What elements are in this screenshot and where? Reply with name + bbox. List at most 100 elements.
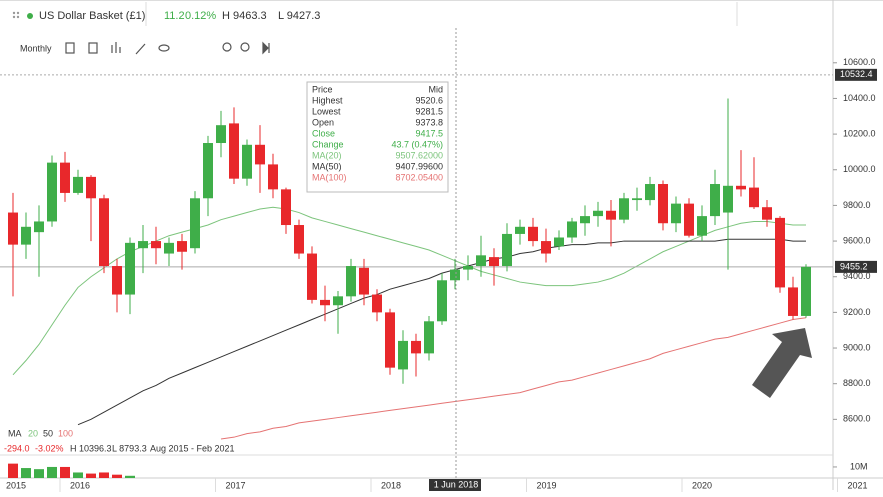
calendar-icon[interactable]: [88, 42, 98, 54]
info-ma-value: 9407.99600: [395, 161, 443, 171]
header-bar: [0, 0, 883, 28]
candle-body: [671, 203, 681, 224]
candle-body: [606, 210, 616, 220]
drag-handle[interactable]: [12, 11, 20, 19]
stat-change: -294.0: [4, 443, 30, 453]
candle-body: [801, 266, 811, 316]
info-label: Lowest: [312, 106, 341, 116]
candle-body: [112, 266, 122, 295]
info-value: 9281.5: [415, 106, 443, 116]
candle-body: [190, 198, 200, 249]
y-tick-label: 9000.0: [843, 342, 871, 352]
candle-body: [242, 144, 252, 179]
arrow-annotation: [752, 328, 812, 398]
market-status: [27, 13, 33, 19]
ma-legend-period: 100: [58, 428, 73, 438]
y-tick-label: 10000.0: [843, 164, 876, 174]
candle-body: [710, 184, 720, 217]
x-tick-label: 2017: [225, 480, 245, 490]
info-label: Open: [312, 117, 334, 127]
change-percent: 0.12%: [185, 10, 216, 22]
candle-body: [86, 176, 96, 199]
info-ma-label: MA(50): [312, 161, 342, 171]
candle-body: [164, 242, 174, 254]
candle-body: [489, 257, 499, 267]
indicators-icon[interactable]: [111, 42, 121, 53]
draw-icon[interactable]: [135, 43, 146, 55]
candle-body: [8, 212, 18, 245]
candle-body: [788, 287, 798, 316]
volume-tick-label: 10M: [850, 461, 868, 471]
volume-bar: [21, 468, 31, 478]
info-value: 43.7 (0.47%): [391, 139, 443, 149]
ma-legend-period: 50: [43, 428, 53, 438]
candle-body: [619, 198, 629, 220]
x-tick-label: 2021: [847, 480, 867, 490]
info-value: Mid: [428, 84, 443, 94]
info-ma-label: MA(100): [312, 172, 347, 182]
candle-body: [658, 184, 668, 224]
stat-high: H 10396.3: [70, 443, 112, 453]
candle-body: [411, 340, 421, 354]
interval-button[interactable]: Monthly: [20, 43, 52, 53]
ma-legend-label: MA: [8, 428, 22, 438]
crosshair-label: 1 Jun 2018: [434, 479, 479, 489]
candle-body: [697, 216, 707, 236]
info-ma-value: 9507.62000: [395, 150, 443, 160]
candle-body: [515, 226, 525, 234]
candle-body: [463, 266, 473, 270]
candle-body: [684, 203, 694, 236]
info-ma-value: 8702.05400: [395, 172, 443, 182]
y-tick-label: 10600.0: [843, 57, 876, 67]
instrument-title: US Dollar Basket (£1): [39, 10, 145, 22]
info-value: 9417.5: [415, 128, 443, 138]
x-tick-label: 2020: [692, 480, 712, 490]
zoom-in-icon[interactable]: [240, 42, 250, 52]
candle-body: [281, 189, 291, 226]
price-marker-box: [835, 260, 877, 273]
candle-body: [346, 266, 356, 297]
chart-type-icon[interactable]: [65, 42, 75, 54]
candle-body: [138, 241, 148, 249]
ma-legend-period: 20: [28, 428, 38, 438]
session-high: H 9463.3: [222, 10, 267, 22]
info-label: Change: [312, 139, 344, 149]
candle-body: [541, 241, 551, 254]
visibility-icon[interactable]: [158, 44, 170, 52]
candle-body: [21, 226, 31, 245]
candle-body: [385, 312, 395, 368]
candle-body: [736, 185, 746, 190]
candle-body: [177, 241, 187, 252]
y-tick-label: 8800.0: [843, 378, 871, 388]
candle-body: [229, 123, 239, 179]
candle-body: [775, 217, 785, 288]
candle-body: [476, 255, 486, 267]
candle-body: [320, 299, 330, 306]
candle-body: [294, 225, 304, 254]
x-tick-label: 2016: [70, 480, 90, 490]
volume-bar: [86, 473, 96, 478]
volume-bar: [8, 463, 18, 478]
candle-body: [333, 296, 343, 306]
y-tick-label: 9800.0: [843, 200, 871, 210]
y-tick-label: 10400.0: [843, 93, 876, 103]
price-marker-label: 9455.2: [840, 261, 868, 271]
x-tick-label: 2018: [381, 480, 401, 490]
x-tick-label: 2019: [536, 480, 556, 490]
zoom-out-icon[interactable]: [222, 42, 232, 52]
volume-bar: [112, 474, 122, 478]
candle-body: [73, 176, 83, 193]
candle-body: [567, 221, 577, 238]
candle-body: [60, 162, 70, 193]
info-label: Close: [312, 128, 335, 138]
candle-body: [632, 198, 642, 201]
candle-body: [593, 210, 603, 217]
toolbar-icons[interactable]: [65, 41, 270, 55]
play-icon[interactable]: [262, 41, 270, 55]
y-tick-label: 9200.0: [843, 307, 871, 317]
info-label: Highest: [312, 95, 343, 105]
volume-bar: [73, 472, 83, 478]
candle-body: [216, 125, 226, 144]
y-tick-label: 8600.0: [843, 414, 871, 424]
